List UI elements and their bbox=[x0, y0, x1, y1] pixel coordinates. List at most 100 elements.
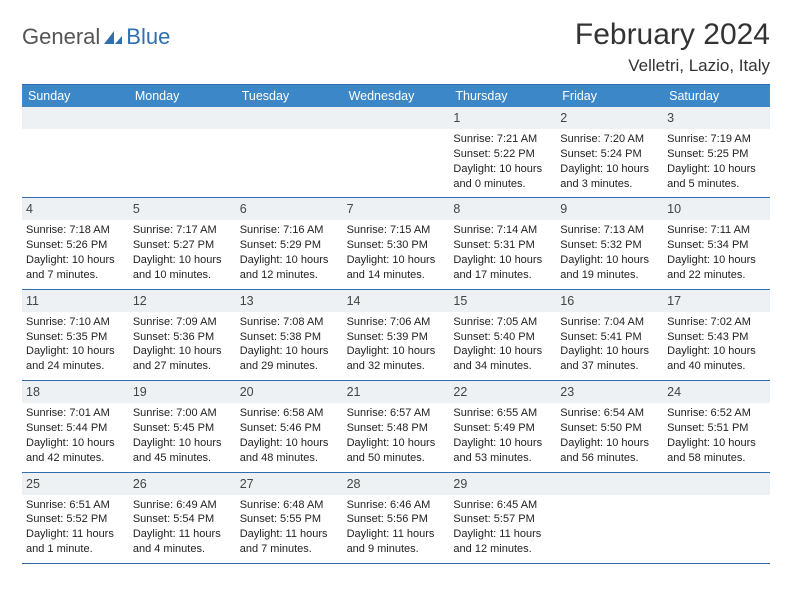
sunrise-text: Sunrise: 7:15 AM bbox=[347, 223, 446, 238]
sunrise-text: Sunrise: 7:21 AM bbox=[453, 132, 552, 147]
weekday-header: Friday bbox=[556, 85, 663, 107]
day-number: 5 bbox=[133, 202, 140, 216]
sunrise-text: Sunrise: 6:57 AM bbox=[347, 406, 446, 421]
day-number-row-empty bbox=[129, 107, 236, 129]
calendar-cell: 29Sunrise: 6:45 AMSunset: 5:57 PMDayligh… bbox=[449, 473, 556, 563]
day-number-row: 3 bbox=[663, 107, 770, 129]
sunrise-text: Sunrise: 7:16 AM bbox=[240, 223, 339, 238]
calendar-cell: 10Sunrise: 7:11 AMSunset: 5:34 PMDayligh… bbox=[663, 198, 770, 288]
daylight-text: Daylight: 10 hours and 27 minutes. bbox=[133, 344, 232, 374]
calendar-cell: 27Sunrise: 6:48 AMSunset: 5:55 PMDayligh… bbox=[236, 473, 343, 563]
daylight-text: Daylight: 11 hours and 1 minute. bbox=[26, 527, 125, 557]
calendar-cell: 4Sunrise: 7:18 AMSunset: 5:26 PMDaylight… bbox=[22, 198, 129, 288]
sunrise-text: Sunrise: 7:20 AM bbox=[560, 132, 659, 147]
daylight-text: Daylight: 10 hours and 14 minutes. bbox=[347, 253, 446, 283]
daylight-text: Daylight: 10 hours and 5 minutes. bbox=[667, 162, 766, 192]
sunrise-text: Sunrise: 7:06 AM bbox=[347, 315, 446, 330]
sunset-text: Sunset: 5:56 PM bbox=[347, 512, 446, 527]
day-number-row: 7 bbox=[343, 198, 450, 220]
daylight-text: Daylight: 10 hours and 58 minutes. bbox=[667, 436, 766, 466]
daylight-text: Daylight: 10 hours and 34 minutes. bbox=[453, 344, 552, 374]
header: General Blue February 2024 Velletri, Laz… bbox=[22, 18, 770, 76]
day-number-row: 15 bbox=[449, 290, 556, 312]
day-data: Sunrise: 6:49 AMSunset: 5:54 PMDaylight:… bbox=[133, 498, 232, 557]
sunrise-text: Sunrise: 6:46 AM bbox=[347, 498, 446, 513]
day-data: Sunrise: 6:54 AMSunset: 5:50 PMDaylight:… bbox=[560, 406, 659, 465]
day-number-row: 19 bbox=[129, 381, 236, 403]
sunset-text: Sunset: 5:50 PM bbox=[560, 421, 659, 436]
day-number: 25 bbox=[26, 477, 40, 491]
day-data: Sunrise: 7:21 AMSunset: 5:22 PMDaylight:… bbox=[453, 132, 552, 191]
day-data: Sunrise: 7:00 AMSunset: 5:45 PMDaylight:… bbox=[133, 406, 232, 465]
calendar-cell: 3 Sunrise: 7:19 AMSunset: 5:25 PMDaylight… bbox=[663, 107, 770, 197]
day-number-row: 4 bbox=[22, 198, 129, 220]
day-number: 16 bbox=[560, 294, 574, 308]
day-number-row: 13 bbox=[236, 290, 343, 312]
calendar-cell: 5 Sunrise: 7:17 AMSunset: 5:27 PMDaylight… bbox=[129, 198, 236, 288]
calendar-cell: 26 Sunrise: 6:49 AMSunset: 5:54 PMDayligh… bbox=[129, 473, 236, 563]
day-number-row: 14 bbox=[343, 290, 450, 312]
day-number-row: 6 bbox=[236, 198, 343, 220]
calendar-cell: 2Sunrise: 7:20 AMSunset: 5:24 PMDaylight… bbox=[556, 107, 663, 197]
week-row: 18Sunrise: 7:01 AMSunset: 5:44 PMDayligh… bbox=[22, 381, 770, 472]
day-data: Sunrise: 7:19 AMSunset: 5:25 PMDaylight:… bbox=[667, 132, 766, 191]
daylight-text: Daylight: 10 hours and 42 minutes. bbox=[26, 436, 125, 466]
day-data: Sunrise: 7:08 AMSunset: 5:38 PMDaylight:… bbox=[240, 315, 339, 374]
calendar-cell bbox=[236, 107, 343, 197]
daylight-text: Daylight: 11 hours and 12 minutes. bbox=[453, 527, 552, 557]
calendar-cell: 6Sunrise: 7:16 AMSunset: 5:29 PMDaylight… bbox=[236, 198, 343, 288]
sunset-text: Sunset: 5:54 PM bbox=[133, 512, 232, 527]
brand-logo: General Blue bbox=[22, 24, 170, 50]
day-data: Sunrise: 6:46 AMSunset: 5:56 PMDaylight:… bbox=[347, 498, 446, 557]
sunset-text: Sunset: 5:32 PM bbox=[560, 238, 659, 253]
sunset-text: Sunset: 5:49 PM bbox=[453, 421, 552, 436]
calendar-cell: 24Sunrise: 6:52 AMSunset: 5:51 PMDayligh… bbox=[663, 381, 770, 471]
weekday-header: Monday bbox=[129, 85, 236, 107]
day-number: 27 bbox=[240, 477, 254, 491]
sunset-text: Sunset: 5:51 PM bbox=[667, 421, 766, 436]
weekday-header: Tuesday bbox=[236, 85, 343, 107]
calendar-cell: 18Sunrise: 7:01 AMSunset: 5:44 PMDayligh… bbox=[22, 381, 129, 471]
day-number: 13 bbox=[240, 294, 254, 308]
sunrise-text: Sunrise: 6:45 AM bbox=[453, 498, 552, 513]
day-data: Sunrise: 7:15 AMSunset: 5:30 PMDaylight:… bbox=[347, 223, 446, 282]
daylight-text: Daylight: 10 hours and 56 minutes. bbox=[560, 436, 659, 466]
day-data: Sunrise: 7:17 AMSunset: 5:27 PMDaylight:… bbox=[133, 223, 232, 282]
sunset-text: Sunset: 5:46 PM bbox=[240, 421, 339, 436]
sunset-text: Sunset: 5:44 PM bbox=[26, 421, 125, 436]
day-number-row: 17 bbox=[663, 290, 770, 312]
day-number-row: 5 bbox=[129, 198, 236, 220]
daylight-text: Daylight: 10 hours and 29 minutes. bbox=[240, 344, 339, 374]
sunrise-text: Sunrise: 7:09 AM bbox=[133, 315, 232, 330]
sunrise-text: Sunrise: 7:01 AM bbox=[26, 406, 125, 421]
calendar-cell bbox=[556, 473, 663, 563]
day-number: 29 bbox=[453, 477, 467, 491]
day-data: Sunrise: 6:55 AMSunset: 5:49 PMDaylight:… bbox=[453, 406, 552, 465]
calendar-cell: 22Sunrise: 6:55 AMSunset: 5:49 PMDayligh… bbox=[449, 381, 556, 471]
daylight-text: Daylight: 10 hours and 37 minutes. bbox=[560, 344, 659, 374]
day-data: Sunrise: 7:06 AMSunset: 5:39 PMDaylight:… bbox=[347, 315, 446, 374]
calendar-cell: 23Sunrise: 6:54 AMSunset: 5:50 PMDayligh… bbox=[556, 381, 663, 471]
calendar-cell: 21Sunrise: 6:57 AMSunset: 5:48 PMDayligh… bbox=[343, 381, 450, 471]
week-row: 4Sunrise: 7:18 AMSunset: 5:26 PMDaylight… bbox=[22, 198, 770, 289]
day-number-row: 10 bbox=[663, 198, 770, 220]
day-number-row: 26 bbox=[129, 473, 236, 495]
daylight-text: Daylight: 10 hours and 12 minutes. bbox=[240, 253, 339, 283]
daylight-text: Daylight: 10 hours and 40 minutes. bbox=[667, 344, 766, 374]
sunset-text: Sunset: 5:35 PM bbox=[26, 330, 125, 345]
calendar-cell: 25Sunrise: 6:51 AMSunset: 5:52 PMDayligh… bbox=[22, 473, 129, 563]
daylight-text: Daylight: 10 hours and 45 minutes. bbox=[133, 436, 232, 466]
sunset-text: Sunset: 5:27 PM bbox=[133, 238, 232, 253]
daylight-text: Daylight: 11 hours and 7 minutes. bbox=[240, 527, 339, 557]
sunset-text: Sunset: 5:30 PM bbox=[347, 238, 446, 253]
sunrise-text: Sunrise: 7:14 AM bbox=[453, 223, 552, 238]
daylight-text: Daylight: 10 hours and 0 minutes. bbox=[453, 162, 552, 192]
weeks-container: 1Sunrise: 7:21 AMSunset: 5:22 PMDaylight… bbox=[22, 107, 770, 564]
day-number: 2 bbox=[560, 111, 567, 125]
day-data: Sunrise: 6:58 AMSunset: 5:46 PMDaylight:… bbox=[240, 406, 339, 465]
sunset-text: Sunset: 5:34 PM bbox=[667, 238, 766, 253]
sunrise-text: Sunrise: 7:19 AM bbox=[667, 132, 766, 147]
page-title: February 2024 bbox=[575, 18, 770, 52]
sunset-text: Sunset: 5:52 PM bbox=[26, 512, 125, 527]
calendar-cell bbox=[22, 107, 129, 197]
